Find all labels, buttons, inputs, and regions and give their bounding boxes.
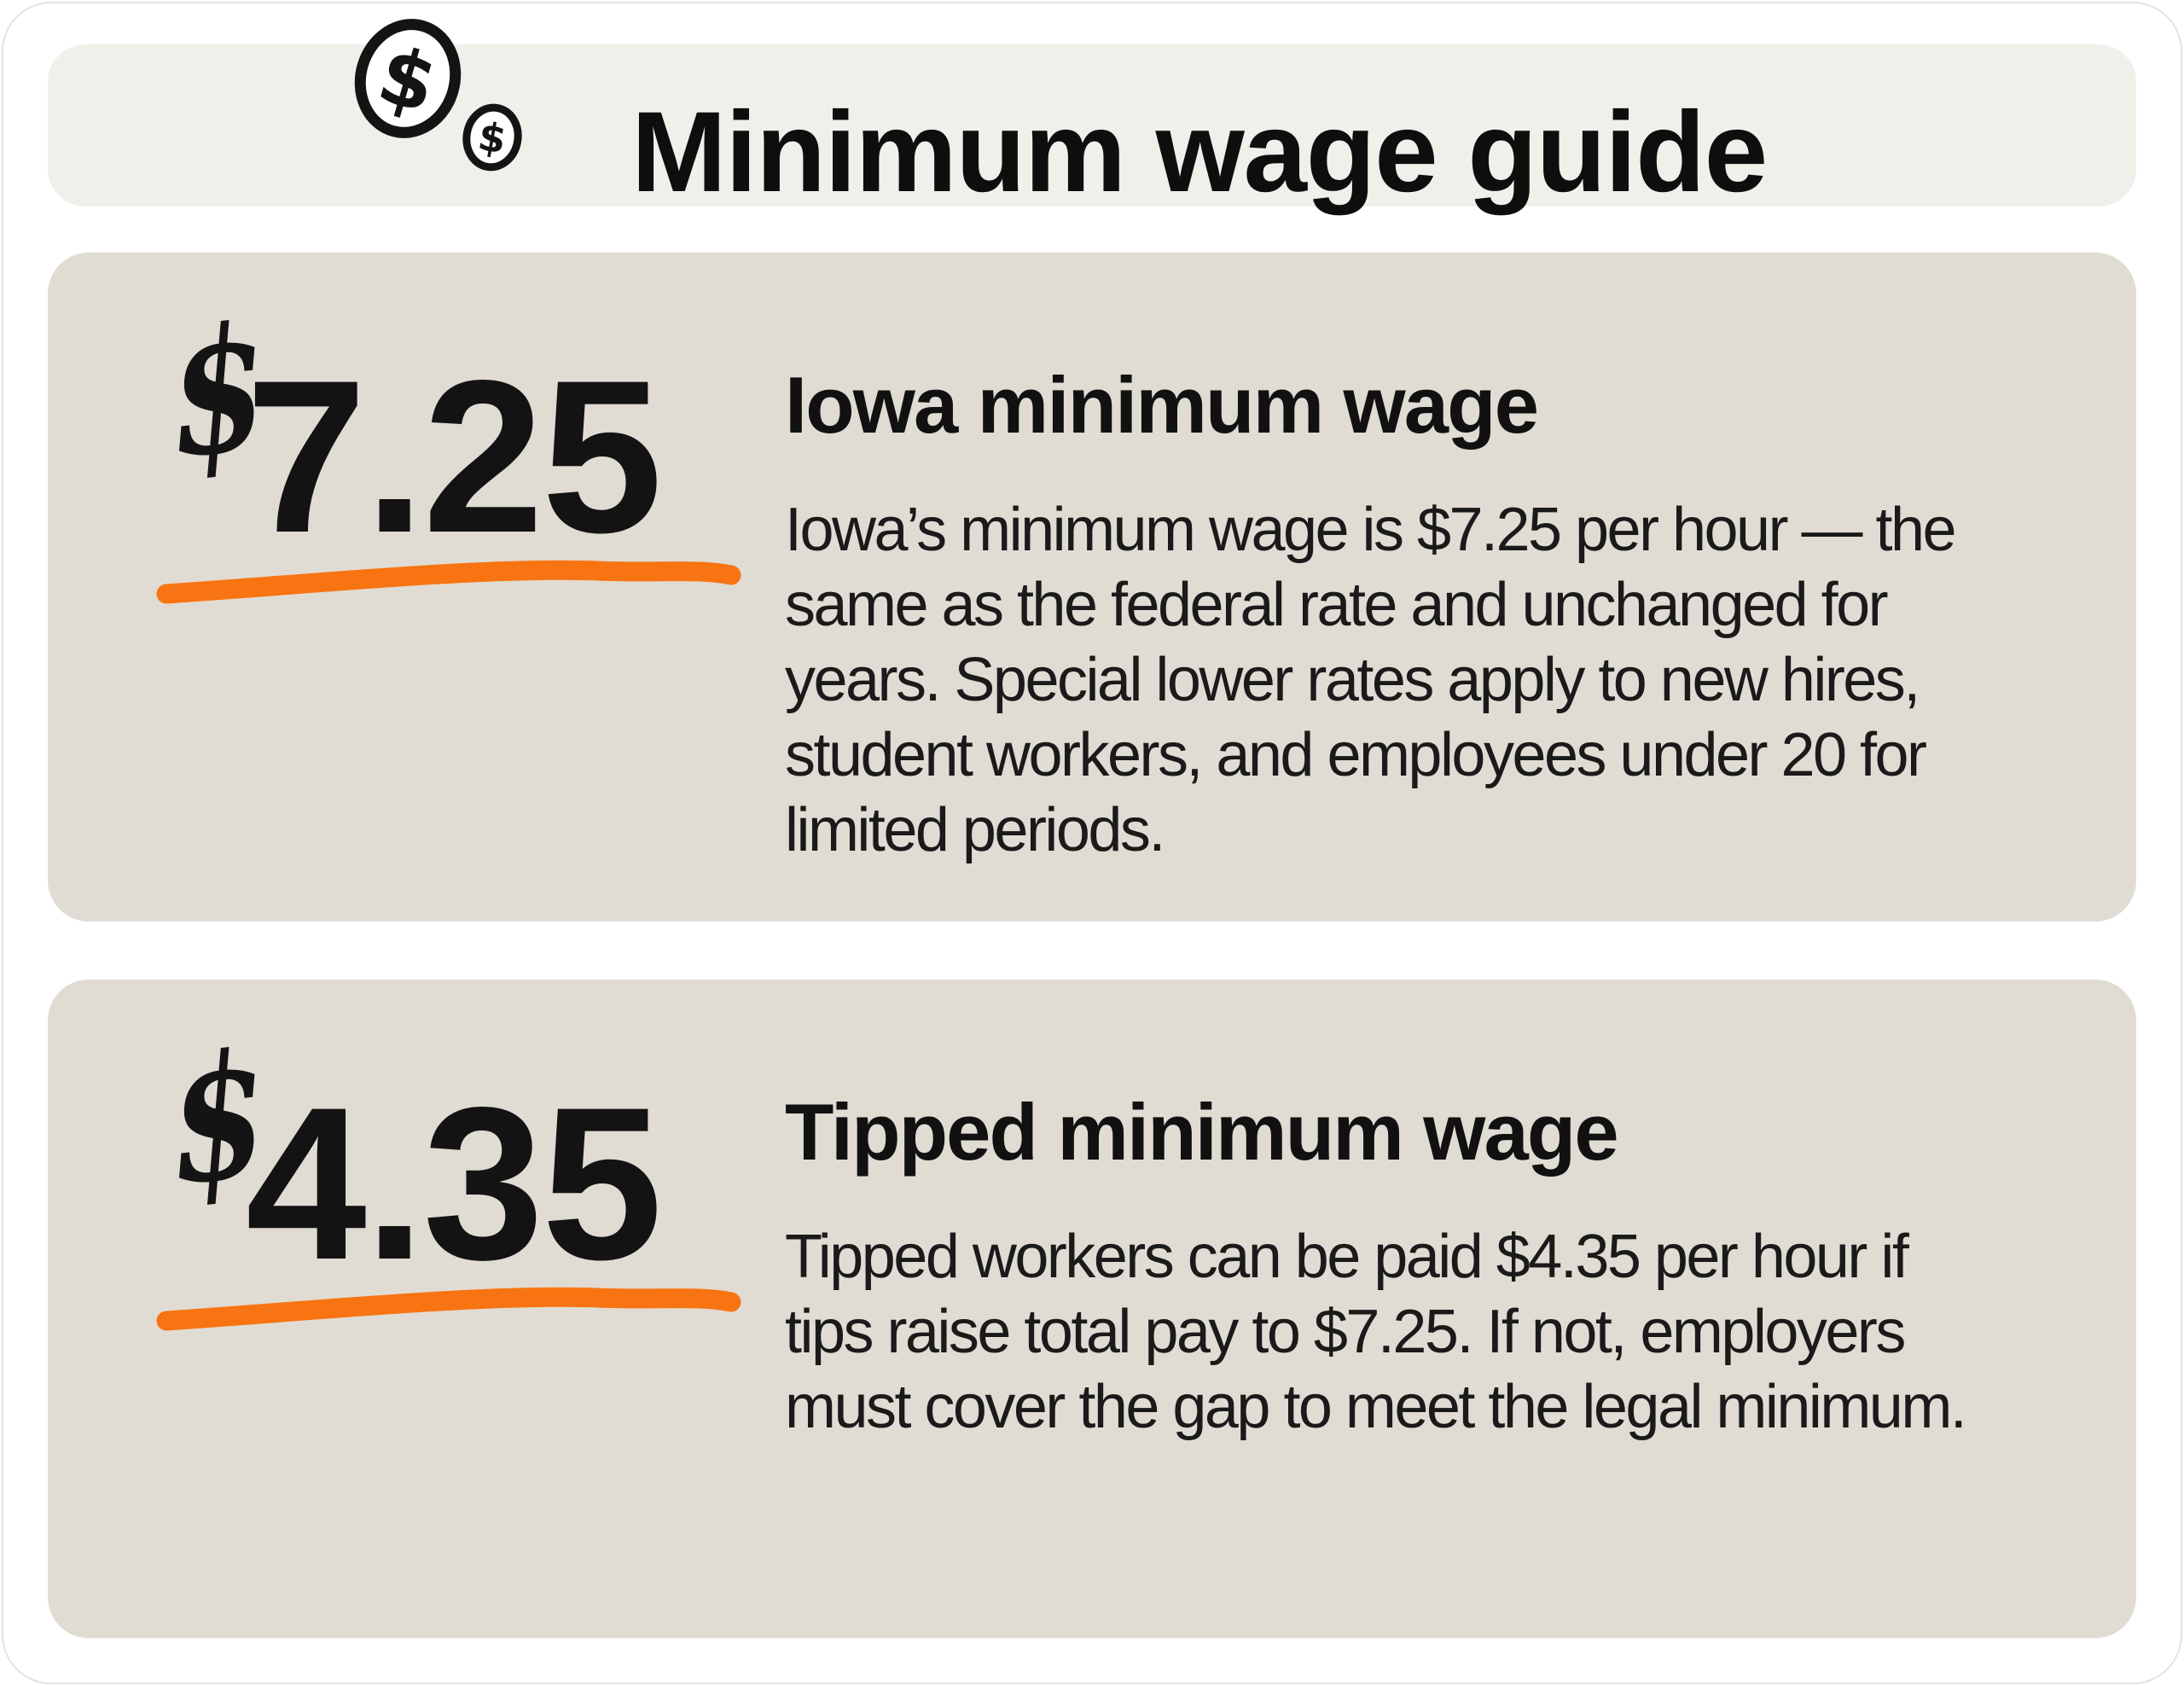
card-body-text: Iowa’s minimum wage is $7.25 per hour — … <box>785 495 1957 864</box>
price-amount: 7.25 <box>246 335 663 578</box>
dollar-coin-small-icon: $ <box>462 103 522 172</box>
dollar-coin-large-icon: $ <box>354 19 462 138</box>
card-heading: Tipped minimum wage <box>785 1087 1619 1177</box>
card-iowa-minimum-wage: $ 7.25 Iowa minimum wage Iowa’s minimum … <box>48 253 2136 921</box>
orange-underline <box>156 560 741 604</box>
card-tipped-minimum-wage: $ 4.35 Tipped minimum wage Tipped worker… <box>48 980 2136 1638</box>
page-title: Minimum wage guide <box>631 89 1768 216</box>
header-bar: Minimum wage guide <box>48 44 2136 210</box>
card-text-column: Iowa minimum wage Iowa’s minimum wage is… <box>785 363 1979 869</box>
dollar-coins-icon: $ $ <box>354 19 522 172</box>
orange-underline <box>156 1287 741 1331</box>
card-text-column: Tipped minimum wage Tipped workers can b… <box>785 1090 1979 1445</box>
card-heading: Iowa minimum wage <box>785 360 1539 450</box>
price-amount: 4.35 <box>246 1062 663 1305</box>
card-body-text: Tipped workers can be paid $4.35 per hou… <box>785 1222 1967 1441</box>
